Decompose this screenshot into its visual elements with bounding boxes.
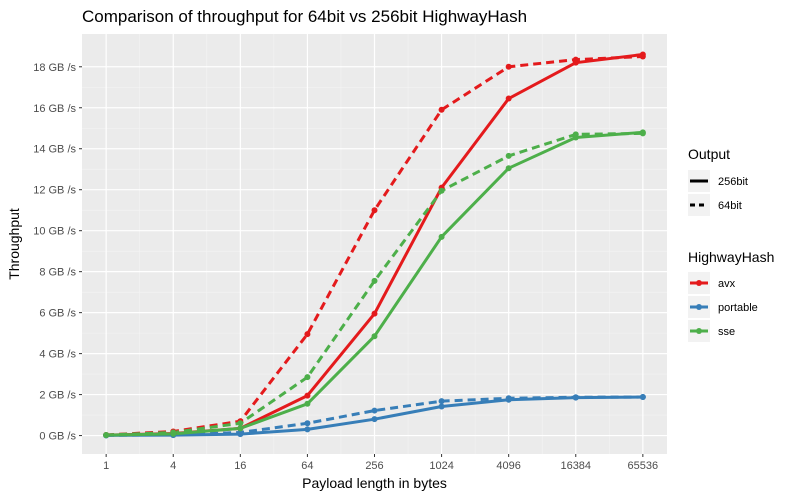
y-tick-label: 8 GB /s (39, 267, 76, 279)
y-tick-label: 18 GB /s (33, 62, 76, 74)
point-portable-64bit (371, 407, 378, 414)
x-tick-label: 65536 (628, 460, 659, 472)
point-portable-256bit (371, 416, 378, 423)
legend-label-portable: portable (718, 302, 758, 314)
legend-point-portable (696, 304, 702, 310)
point-avx-64bit (505, 63, 512, 70)
point-sse-64bit (304, 374, 311, 381)
point-portable-64bit (304, 420, 311, 427)
x-tick-label: 1 (103, 460, 109, 472)
x-tick-label: 4 (170, 460, 176, 472)
point-sse-64bit (438, 187, 445, 194)
legend-label-256bit: 256bit (718, 176, 748, 188)
point-avx-64bit (438, 106, 445, 113)
series-line-portable-64bit (106, 395, 643, 437)
legend-point-avx (696, 280, 702, 286)
point-avx-256bit (304, 392, 311, 399)
legend-output-title: Output (688, 146, 730, 162)
x-tick-label: 4096 (496, 460, 520, 472)
legend-hash-title: HighwayHash (688, 249, 774, 265)
y-tick-label: 6 GB /s (39, 308, 76, 320)
x-tick-label: 16384 (560, 460, 591, 472)
chart-title: Comparison of throughput for 64bit vs 25… (82, 7, 527, 26)
point-avx-256bit (371, 310, 378, 317)
point-portable-64bit (438, 398, 445, 405)
series-points (103, 51, 646, 439)
y-tick-label: 0 GB /s (39, 431, 76, 443)
point-sse-64bit (103, 431, 110, 438)
point-sse-64bit (572, 131, 579, 138)
x-axis-title: Payload length in bytes (302, 475, 447, 491)
point-avx-256bit (505, 95, 512, 102)
point-portable-64bit (639, 394, 646, 401)
legend-output: Output 256bit 64bit (688, 146, 748, 216)
point-avx-64bit (304, 331, 311, 338)
point-sse-64bit (170, 429, 177, 436)
point-avx-64bit (639, 53, 646, 60)
point-sse-64bit (639, 130, 646, 137)
point-avx-64bit (572, 56, 579, 63)
y-tick-label: 2 GB /s (39, 390, 76, 402)
point-avx-64bit (371, 207, 378, 214)
legend-hash: HighwayHash avx portable sse (688, 249, 774, 342)
y-axis-title: Throughput (6, 208, 22, 280)
point-sse-256bit (304, 400, 311, 407)
legend-label-avx: avx (718, 278, 736, 290)
y-tick-label: 14 GB /s (33, 144, 76, 156)
grid-major (82, 34, 667, 454)
y-tick-label: 16 GB /s (33, 103, 76, 115)
point-sse-256bit (505, 165, 512, 172)
x-tick-label: 256 (365, 460, 383, 472)
point-portable-256bit (304, 426, 311, 433)
legend-label-64bit: 64bit (718, 200, 742, 212)
point-portable-256bit (438, 403, 445, 410)
point-sse-256bit (371, 333, 378, 340)
x-tick-label: 64 (301, 460, 313, 472)
legend-point-sse (696, 328, 702, 334)
point-sse-256bit (438, 233, 445, 240)
point-sse-64bit (237, 420, 244, 427)
series-line-avx-64bit (106, 55, 643, 437)
x-tick-label: 1024 (429, 460, 453, 472)
y-tick-label: 12 GB /s (33, 185, 76, 197)
legend-label-sse: sse (718, 326, 735, 338)
y-tick-label: 10 GB /s (33, 226, 76, 238)
point-portable-64bit (505, 395, 512, 402)
x-tick-label: 16 (234, 460, 246, 472)
y-axis-ticks: 0 GB /s 2 GB /s 4 GB /s 6 GB /s 8 GB /s 10 GB… (33, 62, 82, 443)
point-sse-64bit (371, 277, 378, 284)
y-tick-label: 4 GB /s (39, 349, 76, 361)
point-sse-64bit (505, 152, 512, 159)
point-portable-64bit (572, 394, 579, 401)
point-sse-256bit (237, 425, 244, 432)
x-axis-ticks: 1 4 16 64 256 1024 4096 16384 65536 (103, 454, 658, 472)
